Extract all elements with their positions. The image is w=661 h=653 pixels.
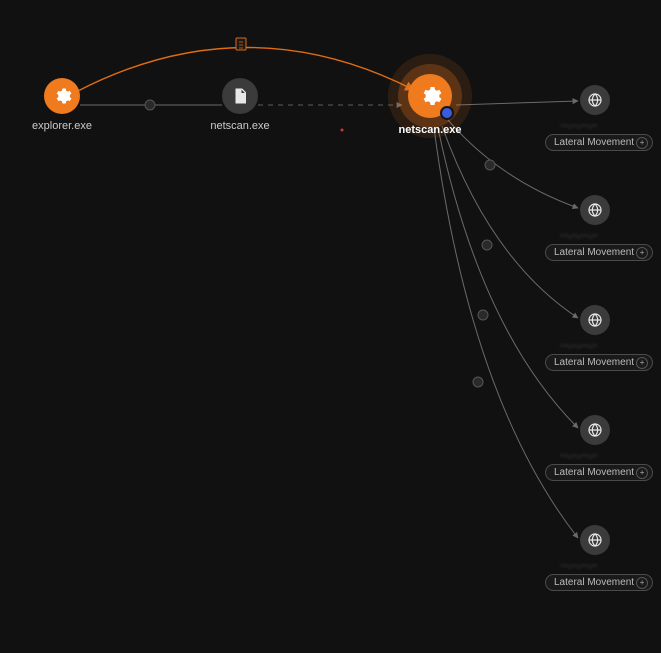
- globe-icon: [580, 305, 610, 335]
- tag-lateral-movement[interactable]: Lateral Movement: [545, 134, 653, 151]
- node-explorer[interactable]: explorer.exe: [2, 78, 122, 132]
- node-netscan-file[interactable]: netscan.exe: [180, 78, 300, 132]
- process-tree-canvas[interactable]: explorer.exe netscan.exe netscan.exe ···…: [0, 0, 661, 653]
- node-host-3[interactable]: [580, 305, 610, 335]
- host-address: ···.··.···.··: [560, 450, 597, 460]
- globe-icon: [580, 85, 610, 115]
- node-netscan-proc[interactable]: netscan.exe: [370, 74, 490, 136]
- host-address: ···.··.···.··: [560, 230, 597, 240]
- globe-icon: [580, 525, 610, 555]
- edge-proc-to-host3: [442, 126, 578, 318]
- status-badge-icon: [440, 106, 454, 120]
- globe-icon: [580, 195, 610, 225]
- node-host-2[interactable]: [580, 195, 610, 225]
- tag-lateral-movement[interactable]: Lateral Movement: [545, 244, 653, 261]
- node-host-4[interactable]: [580, 415, 610, 445]
- tag-lateral-movement[interactable]: Lateral Movement: [545, 354, 653, 371]
- host-address: ···.··.···.··: [560, 340, 597, 350]
- tag-lateral-movement[interactable]: Lateral Movement: [545, 574, 653, 591]
- document-icon: [222, 78, 258, 114]
- node-label: netscan.exe: [399, 124, 462, 136]
- node-host-1[interactable]: [580, 85, 610, 115]
- node-label: explorer.exe: [32, 120, 92, 132]
- globe-icon: [580, 415, 610, 445]
- tag-lateral-movement[interactable]: Lateral Movement: [545, 464, 653, 481]
- node-label: netscan.exe: [210, 120, 269, 132]
- host-address: ···.··.···.··: [560, 120, 597, 130]
- edge-proc-to-host4: [438, 128, 578, 428]
- node-host-5[interactable]: [580, 525, 610, 555]
- host-address: ···.··.···.··: [560, 560, 597, 570]
- gear-icon: [44, 78, 80, 114]
- gear-icon: [408, 74, 452, 118]
